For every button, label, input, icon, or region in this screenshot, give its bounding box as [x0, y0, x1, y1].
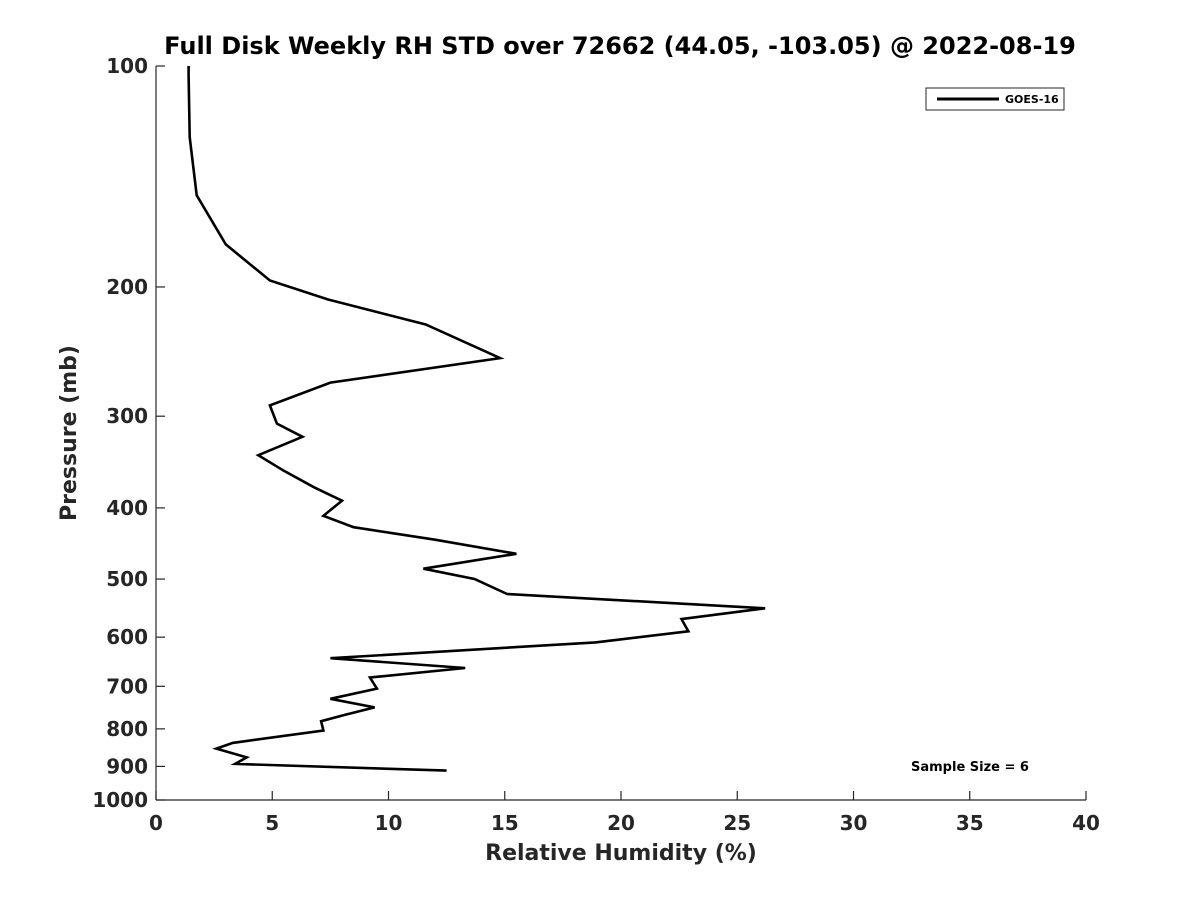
- x-axis-label: Relative Humidity (%): [485, 841, 757, 866]
- y-axis-label: Pressure (mb): [57, 345, 82, 521]
- series-lines: [187, 66, 766, 772]
- y-tick-label: 300: [106, 404, 148, 428]
- x-tick-label: 25: [723, 811, 751, 835]
- y-tick-label: 600: [106, 625, 148, 649]
- y-tick-label: 200: [106, 275, 148, 299]
- x-tick-label: 20: [607, 811, 635, 835]
- x-tick-label: 10: [375, 811, 403, 835]
- y-tick-label: 400: [106, 496, 148, 520]
- y-tick-label: 900: [106, 754, 148, 778]
- y-tick-label: 1000: [92, 788, 148, 812]
- x-tick-label: 0: [149, 811, 163, 835]
- legend-entry-goes-16: GOES-16: [1005, 93, 1059, 106]
- x-axis-ticks: 0 5 10 15 20 25 30 35 40: [149, 791, 1100, 835]
- x-tick-label: 40: [1072, 811, 1100, 835]
- x-tick-label: 15: [491, 811, 519, 835]
- sample-size-annotation: Sample Size = 6: [911, 760, 1029, 775]
- chart-title: Full Disk Weekly RH STD over 72662 (44.0…: [164, 32, 1076, 60]
- y-tick-label: 100: [106, 54, 148, 78]
- y-tick-label: 500: [106, 567, 148, 591]
- x-tick-label: 30: [840, 811, 868, 835]
- x-tick-label: 5: [265, 811, 279, 835]
- y-tick-label: 700: [106, 674, 148, 698]
- legend: GOES-16: [925, 87, 1065, 111]
- x-tick-label: 35: [956, 811, 984, 835]
- series-line-goes-16: [187, 66, 766, 772]
- y-axis-ticks: 100 200 300 400 500 600 700 800 900 1000: [92, 54, 165, 812]
- y-tick-label: 800: [106, 717, 148, 741]
